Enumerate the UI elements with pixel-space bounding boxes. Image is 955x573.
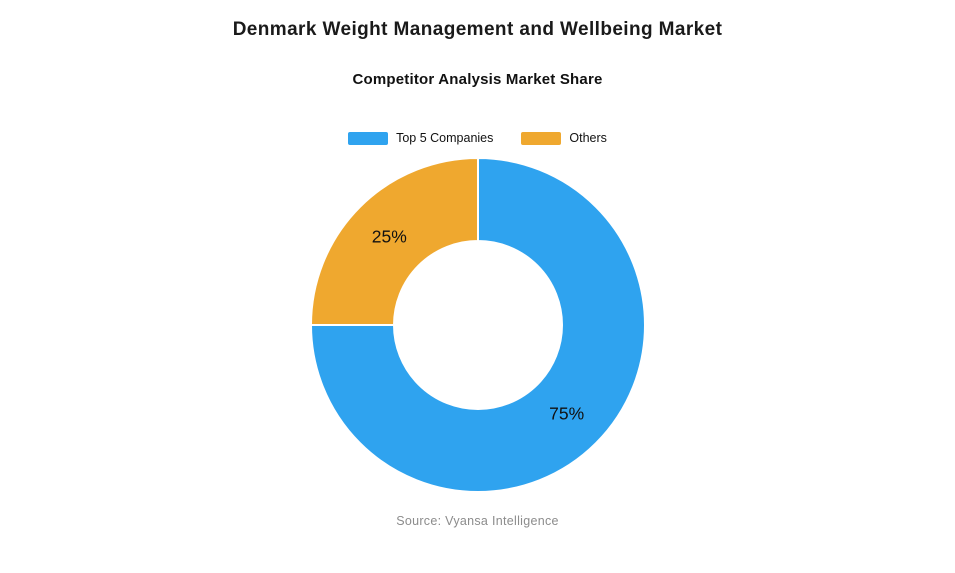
donut-slice-others [310,157,479,326]
legend-swatch-top-5-companies [348,131,389,145]
donut-slice-top-5-companies [310,157,646,493]
page-title: Denmark Weight Management and Wellbeing … [232,19,723,40]
slice-value-label: 25% [372,226,407,246]
legend-swatch-others [521,131,562,145]
donut-svg: 75% 25% [310,157,646,493]
chart-subtitle: Competitor Analysis Market Share [352,71,603,88]
legend-label-others: Others [569,131,607,145]
legend-item-top-5-companies: Top 5 Companies [348,131,493,145]
donut-chart: 75% 25% [308,155,648,495]
slice-value-label: 75% [549,404,584,424]
source-note: Source: Vyansa Intelligence [396,514,559,528]
legend-item-others: Others [521,131,607,145]
legend-label-top-5-companies: Top 5 Companies [396,131,494,145]
legend: Top 5 Companies Others [0,131,955,145]
